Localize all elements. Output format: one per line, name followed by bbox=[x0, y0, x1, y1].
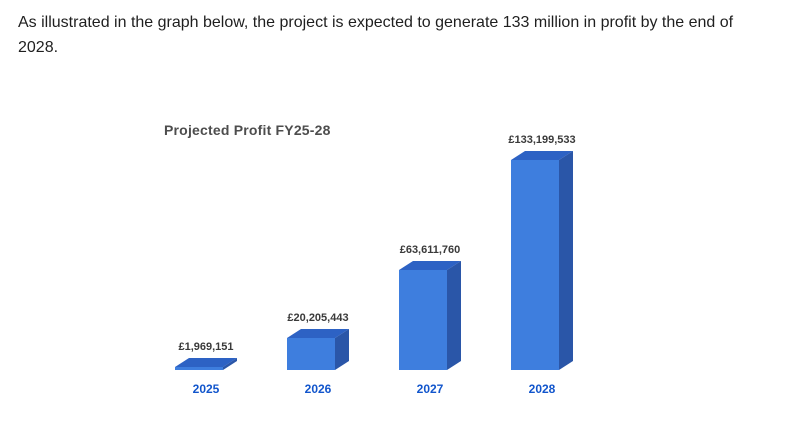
bar-group-2025: £1,969,151 bbox=[150, 341, 262, 370]
bar-value-label-2025: £1,969,151 bbox=[178, 341, 234, 353]
bar-front-face bbox=[175, 367, 223, 370]
bar-front-face bbox=[399, 270, 447, 370]
bar-top-face bbox=[399, 261, 461, 270]
bar-side-face bbox=[559, 151, 573, 370]
bar-top-face bbox=[175, 358, 237, 367]
bar-group-2028: £133,199,533 bbox=[486, 134, 598, 370]
bar-value-label-2027: £63,611,760 bbox=[399, 244, 461, 256]
bar-front-face bbox=[511, 160, 559, 370]
bar-front-face bbox=[287, 338, 335, 370]
bar-top-face bbox=[287, 329, 349, 338]
bar-value-label-2028: £133,199,533 bbox=[508, 134, 576, 146]
profit-chart: Projected Profit FY25-28 £1,969,151 £20,… bbox=[150, 122, 620, 396]
plot-area: £1,969,151 £20,205,443 £63,611,760 bbox=[150, 134, 620, 370]
bar-side-face bbox=[335, 329, 349, 370]
bar-group-2026: £20,205,443 bbox=[262, 312, 374, 370]
bar-side-face bbox=[447, 261, 461, 370]
bar-top-face bbox=[511, 151, 573, 160]
bar-2028 bbox=[511, 151, 573, 370]
bar-2025 bbox=[175, 358, 237, 370]
bar-2026 bbox=[287, 329, 349, 370]
chart-title: Projected Profit FY25-28 bbox=[164, 122, 331, 138]
bar-value-label-2026: £20,205,443 bbox=[287, 312, 349, 324]
x-tick-2025: 2025 bbox=[192, 382, 220, 396]
x-tick-2028: 2028 bbox=[528, 382, 556, 396]
x-axis-labels: 2025 2026 2027 2028 bbox=[150, 382, 620, 396]
bar-2027 bbox=[399, 261, 461, 370]
x-tick-2026: 2026 bbox=[304, 382, 332, 396]
intro-paragraph: As illustrated in the graph below, the p… bbox=[18, 14, 734, 56]
bar-group-2027: £63,611,760 bbox=[374, 244, 486, 370]
x-tick-2027: 2027 bbox=[416, 382, 444, 396]
